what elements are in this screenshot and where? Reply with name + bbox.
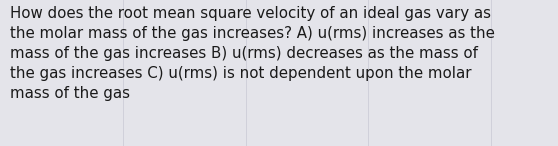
Text: How does the root mean square velocity of an ideal gas vary as
the molar mass of: How does the root mean square velocity o… <box>10 6 495 101</box>
